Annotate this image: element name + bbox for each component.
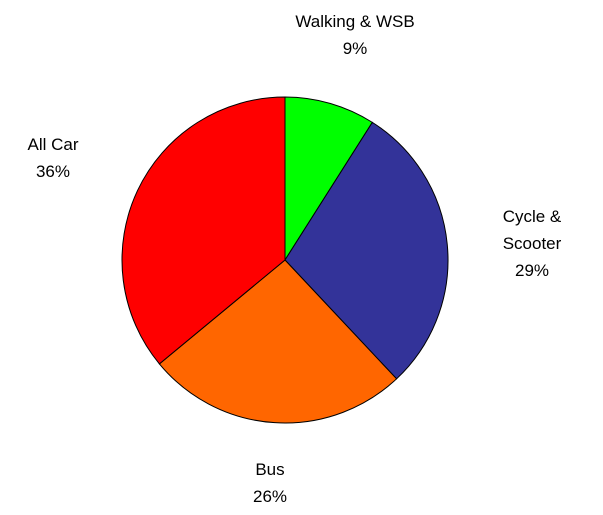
slice-percent: 36% bbox=[35, 162, 71, 181]
slice-percent: 29% bbox=[514, 261, 550, 280]
pie-slice bbox=[284, 121, 449, 380]
slice-name: Walking & WSB bbox=[295, 12, 415, 31]
slice-label: All Car 36% bbox=[27, 131, 78, 185]
slice-label: Cycle & Scooter 29% bbox=[495, 203, 570, 284]
pie-slice bbox=[158, 259, 398, 424]
slice-percent: 9% bbox=[342, 39, 368, 58]
pie-slice bbox=[121, 96, 286, 365]
slice-percent: 26% bbox=[252, 487, 288, 506]
slice-name: Bus bbox=[255, 460, 285, 479]
pie-slice bbox=[284, 96, 374, 262]
slice-label: Bus 26% bbox=[253, 456, 287, 510]
slice-name: All Car bbox=[27, 135, 79, 154]
slice-name: Cycle & Scooter bbox=[502, 207, 562, 253]
slice-label: Walking & WSB 9% bbox=[295, 8, 414, 62]
